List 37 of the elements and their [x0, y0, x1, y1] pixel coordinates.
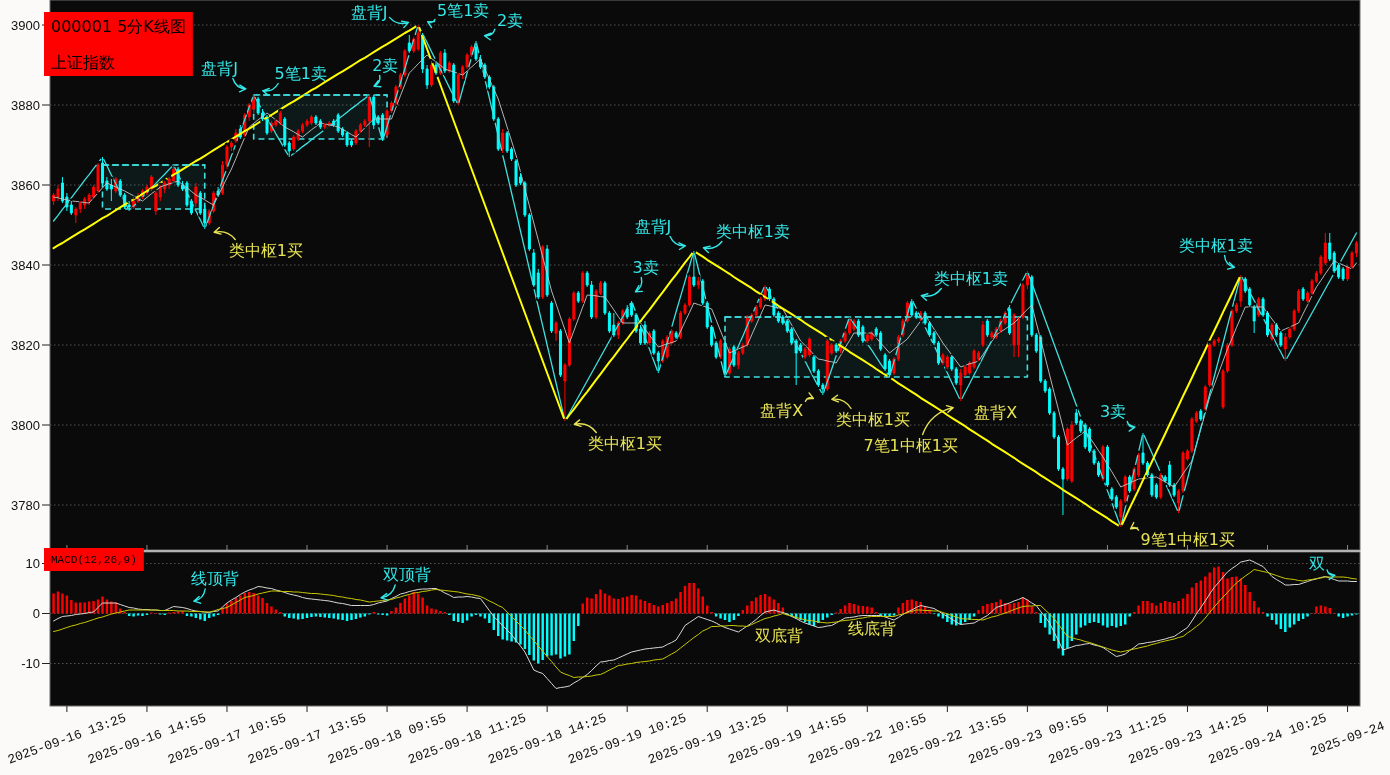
annotation: 类中枢1买 — [835, 409, 910, 429]
annotation: 3卖 — [1099, 401, 1127, 421]
annotation: 类中枢1买 — [228, 240, 303, 260]
annotation: 双 — [1309, 553, 1326, 573]
y-tick-label: 3900 — [11, 17, 40, 33]
annotation: 9笔1中枢1买 — [1140, 529, 1236, 549]
annotation: 类中枢1卖 — [1178, 235, 1253, 255]
y-tick-label: 3880 — [11, 97, 40, 113]
annotation: 线顶背 — [190, 569, 239, 588]
annotation: 7笔1中枢1买 — [863, 435, 958, 455]
annotation: 3卖 — [632, 257, 659, 277]
annotation: 盘背J — [201, 58, 239, 78]
annotation: 2卖 — [372, 55, 399, 75]
annotation: 盘背J — [350, 2, 388, 22]
annotation: 类中枢1买 — [587, 433, 663, 453]
annotation: 5笔1卖 — [437, 0, 490, 20]
text: 上证指数 — [51, 52, 115, 72]
text: 000001 5分K线图 — [51, 16, 186, 36]
annotation: 类中枢1卖 — [933, 268, 1008, 288]
annotation: 盘背J — [634, 216, 672, 236]
y-tick-label: -10 — [21, 656, 40, 671]
annotation: 线底背 — [847, 619, 896, 638]
y-tick-label: 0 — [32, 606, 40, 621]
annotation: 盘背X — [974, 402, 1018, 422]
annotation: 盘背X — [760, 400, 804, 420]
annotation: 双底背 — [755, 625, 804, 645]
y-tick-label: 3800 — [11, 417, 40, 433]
annotation: 2卖 — [496, 10, 524, 30]
y-tick-label: 3780 — [11, 497, 40, 513]
annotation: 类中枢1卖 — [715, 221, 790, 241]
chart-title: MACD(12,26,9) — [51, 554, 137, 566]
y-tick-label: 10 — [25, 556, 40, 571]
y-tick-label: 3820 — [11, 337, 40, 353]
annotation: 双顶背 — [382, 565, 431, 584]
y-tick-label: 3840 — [11, 257, 40, 273]
y-tick-label: 3860 — [11, 177, 40, 193]
annotation: 5笔1卖 — [274, 63, 327, 83]
